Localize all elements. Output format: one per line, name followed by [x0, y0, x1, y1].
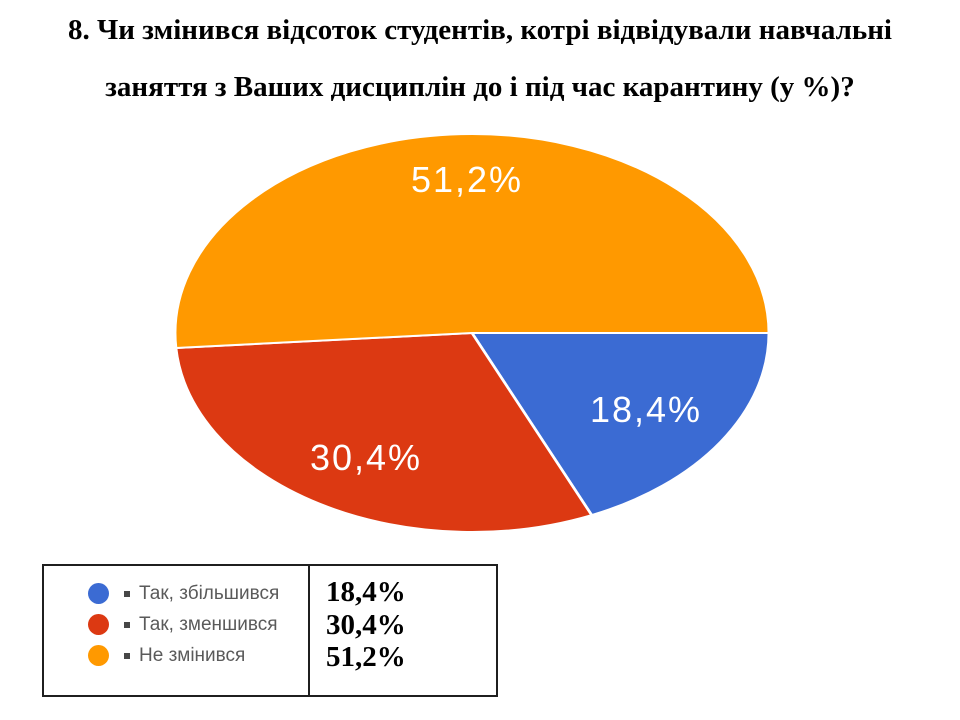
- bullet-icon: [124, 652, 130, 659]
- pie-slice-2: [173, 133, 771, 349]
- legend-item-increased: Так, збільшився: [44, 578, 308, 609]
- legend-item-decreased: Так, зменшився: [44, 609, 308, 640]
- blue-dot-icon: [88, 583, 109, 604]
- legend-item-unchanged: Не змінився: [44, 640, 308, 671]
- pie-slice-0: [470, 332, 771, 517]
- pie-chart: [173, 133, 771, 533]
- legend-item-label: Так, збільшився: [139, 582, 280, 604]
- legend-item-label: Не змінився: [139, 644, 246, 666]
- legend-items: Так, збільшився Так, зменшився Не змінив…: [44, 566, 308, 695]
- legend-value: 18,4%: [326, 576, 406, 608]
- legend-value: 30,4%: [326, 608, 406, 641]
- page-title-line-1: 8. Чи змінився відсоток студентів, котрі…: [67, 14, 892, 46]
- page-title-line-2: заняття з Ваших дисциплін до і під час к…: [105, 71, 855, 103]
- slice-label-red: 30,4%: [309, 437, 423, 478]
- legend-value: 51,2%: [326, 641, 406, 673]
- pie-slice-1: [174, 332, 594, 533]
- legend-item-label: Так, зменшився: [139, 613, 278, 635]
- legend-values-column: 18,4% 30,4% 51,2%: [308, 566, 496, 695]
- page-title: 8. Чи змінився відсоток студентів, котрі…: [0, 2, 960, 116]
- red-dot-icon: [88, 614, 109, 635]
- orange-dot-icon: [88, 645, 109, 666]
- bullet-icon: [124, 621, 130, 628]
- slice-label-orange: 51,2%: [410, 159, 524, 200]
- bullet-icon: [124, 590, 130, 597]
- legend-box: Так, збільшився Так, зменшився Не змінив…: [42, 564, 498, 697]
- slice-label-blue: 18,4%: [589, 389, 703, 430]
